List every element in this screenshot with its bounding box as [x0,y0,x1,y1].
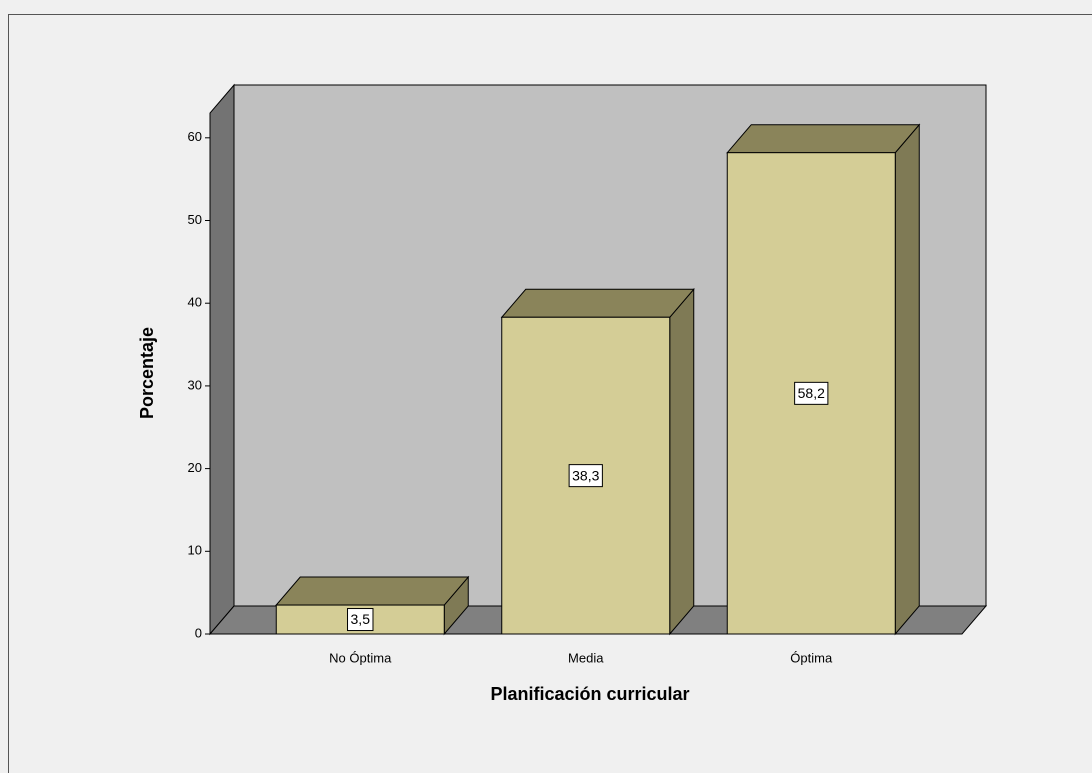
bar-side [669,287,695,636]
value-label: 58,2 [798,385,825,401]
value-label-box [347,608,374,632]
x-tick-label: Óptima [790,650,833,665]
value-label-box [794,381,829,405]
bar-top [500,288,695,318]
y-axis-title: Porcentaje [137,327,157,419]
plot-area: 0 10 20 30 40 50 60 No Óptima 3,5 Media 38,3 Óptima… [188,83,988,665]
y-tick-label: 0 [195,625,202,640]
y-tick-label: 40 [188,295,202,310]
value-label: 3,5 [351,611,371,627]
x-axis-title: Planificación curricular [490,684,689,704]
x-tick-label: Media [568,650,604,665]
x-tick-label: No Óptima [329,650,392,665]
y-tick-label: 20 [188,460,202,475]
bar-top [726,124,921,154]
value-label-box [568,464,603,488]
y-tick-label: 50 [188,212,202,227]
bar-top [275,576,470,606]
y-tick-label: 10 [188,543,202,558]
bar-side [894,123,920,636]
y-tick-label: 60 [188,129,202,144]
left-wall [209,83,235,636]
value-label: 38,3 [572,467,599,483]
y-tick-label: 30 [188,377,202,392]
